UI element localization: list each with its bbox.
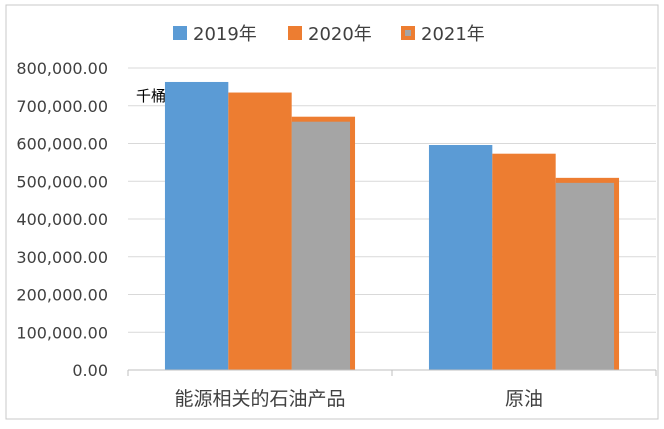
y-axis-ticks: 0.00 100,000.00 200,000.00 300,000.00 400,00… [16, 59, 108, 380]
legend-label: 2019年 [193, 24, 257, 45]
bar [492, 153, 556, 370]
y-tick-label: 200,000.00 [16, 286, 108, 305]
y-tick-label: 700,000.00 [16, 97, 108, 116]
legend-label: 2021年 [421, 24, 485, 45]
y-tick-label: 600,000.00 [16, 135, 108, 154]
y-tick-label: 500,000.00 [16, 172, 108, 191]
y-tick-label: 800,000.00 [16, 59, 108, 78]
x-category-label: 能源相关的石油产品 [174, 388, 345, 410]
legend-label: 2020年 [308, 24, 372, 45]
x-axis: 能源相关的石油产品 原油 [127, 369, 657, 410]
legend-swatch [288, 26, 302, 40]
y-tick-label: 0.00 [72, 361, 108, 380]
bar [291, 121, 351, 370]
y-tick-label: 300,000.00 [16, 248, 108, 267]
legend-swatch [173, 26, 187, 40]
bars [164, 81, 620, 370]
legend-swatch-inner [405, 30, 411, 36]
bar [164, 81, 229, 370]
bar [428, 145, 493, 370]
y-tick-label: 100,000.00 [16, 323, 108, 342]
unit-label: 千桶 [136, 87, 166, 105]
bar [555, 182, 615, 370]
y-tick-label: 400,000.00 [16, 210, 108, 229]
legend: 2019年 2020年 2021年 [173, 24, 485, 45]
bar [228, 92, 292, 370]
x-category-label: 原油 [505, 388, 543, 410]
